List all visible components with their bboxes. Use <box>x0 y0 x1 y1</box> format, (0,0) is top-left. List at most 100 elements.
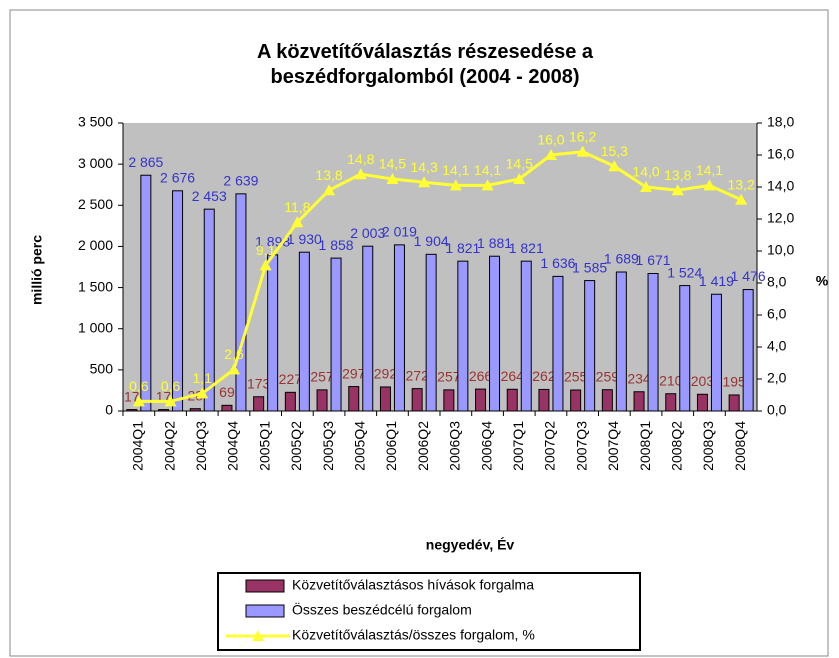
bar <box>316 389 328 412</box>
bar <box>330 257 342 412</box>
data-label: 1 904 <box>414 233 449 249</box>
data-label: 0,6 <box>161 378 181 394</box>
legend-label: Közvetítőválasztásos hívások forgalma <box>292 577 534 593</box>
marker <box>640 181 653 192</box>
data-label: 266 <box>469 368 493 384</box>
data-label: 2 019 <box>382 224 417 240</box>
y2-tick-label: 6,0 <box>767 306 787 322</box>
bar <box>506 388 518 412</box>
data-label: 203 <box>691 373 715 389</box>
x-tick-label: 2004Q1 <box>130 421 146 471</box>
bar <box>443 389 455 412</box>
bar <box>475 388 487 412</box>
chart-title: A közvetítőválasztás részesedése a beszé… <box>256 41 594 88</box>
marker <box>291 216 304 228</box>
y-tick-label: 2 000 <box>78 237 113 253</box>
marker <box>513 173 526 184</box>
y-tick-label: 3 000 <box>78 155 113 171</box>
marker <box>323 184 336 196</box>
data-label: 14,1 <box>696 162 723 178</box>
marker <box>164 395 177 407</box>
x-tick-label: 2005Q4 <box>351 421 367 471</box>
x-tick-label: 2004Q3 <box>193 421 209 471</box>
bar <box>742 289 754 412</box>
legend-swatch <box>245 579 285 593</box>
x-tick-label: 2005Q1 <box>256 421 272 471</box>
y-tick-label: 500 <box>90 361 114 377</box>
data-label: 1 671 <box>636 252 671 268</box>
data-label: 16,0 <box>537 132 564 148</box>
bar <box>728 394 740 412</box>
data-label: 262 <box>532 368 556 384</box>
x-tick-label: 2008Q3 <box>700 421 716 471</box>
data-label: 264 <box>501 368 525 384</box>
marker <box>608 160 621 172</box>
x-tick-label: 2008Q4 <box>732 421 748 471</box>
data-label: 14,8 <box>347 151 374 167</box>
legend-marker <box>252 630 264 641</box>
data-label: 1 524 <box>667 264 702 280</box>
marker <box>418 176 431 188</box>
data-label: 16,2 <box>569 129 596 145</box>
x-tick-label: 2006Q2 <box>415 421 431 471</box>
data-label: 210 <box>659 372 683 388</box>
x-tick-label: 2004Q2 <box>161 421 177 471</box>
bar <box>679 285 691 412</box>
bar <box>633 391 645 412</box>
marker <box>227 363 240 375</box>
y2-tick-label: 2,0 <box>767 370 787 386</box>
x-tick-label: 2008Q1 <box>637 421 653 471</box>
data-label: 15,3 <box>601 143 628 159</box>
bar <box>362 245 374 412</box>
x-tick-label: 2007Q2 <box>542 421 558 471</box>
bar <box>284 391 296 412</box>
x-axis-label: negyedév, Év <box>426 537 515 553</box>
data-label: 2 003 <box>350 225 385 241</box>
data-label: 1 881 <box>477 235 512 251</box>
data-label: 2 639 <box>223 173 258 189</box>
marker <box>132 395 145 407</box>
data-label: 13,8 <box>664 167 691 183</box>
bar <box>570 389 582 412</box>
bar <box>489 255 501 412</box>
bar <box>411 388 423 412</box>
data-label: 1 930 <box>287 231 322 247</box>
y-axis-label: millió perc <box>29 235 45 305</box>
marker <box>386 173 399 184</box>
data-label: 13,2 <box>728 177 755 193</box>
bar <box>221 404 233 412</box>
bar <box>457 260 469 412</box>
data-label: 2 865 <box>128 154 163 170</box>
bar <box>520 260 532 412</box>
legend-label: Közvetítőválasztás/összes forgalom, % <box>292 627 535 643</box>
data-label: 272 <box>405 367 429 383</box>
data-label: 17 <box>124 388 140 404</box>
y-tick-label: 2 500 <box>78 196 113 212</box>
data-label: 1 858 <box>319 237 354 253</box>
marker <box>703 179 716 191</box>
marker <box>259 259 272 271</box>
y2-tick-label: 12,0 <box>767 210 794 226</box>
data-label: 1 689 <box>604 251 639 267</box>
bar <box>552 275 564 412</box>
data-label: 259 <box>596 368 620 384</box>
bar <box>140 174 152 412</box>
bar <box>235 193 247 412</box>
frame <box>9 9 829 657</box>
data-label: 297 <box>342 365 366 381</box>
bar <box>665 393 677 412</box>
data-label: 2,6 <box>224 346 244 362</box>
data-label: 1,1 <box>193 370 213 386</box>
y-tick-label: 1 500 <box>78 278 113 294</box>
x-tick-label: 2006Q3 <box>447 421 463 471</box>
y2-tick-label: 10,0 <box>767 242 794 258</box>
data-label: 14,3 <box>411 159 438 175</box>
data-label: 14,1 <box>442 162 469 178</box>
bar <box>189 408 201 412</box>
data-label: 227 <box>279 371 303 387</box>
marker <box>576 145 589 157</box>
data-label: 234 <box>627 370 651 386</box>
marker <box>735 193 748 205</box>
x-tick-label: 2006Q1 <box>383 421 399 471</box>
data-label: 1 585 <box>572 259 607 275</box>
